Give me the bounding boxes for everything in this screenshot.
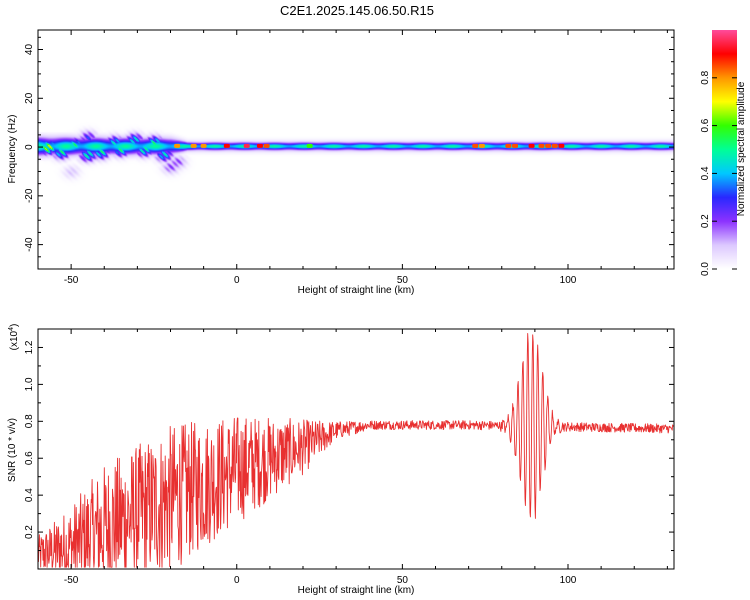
spectrogram-peak-16 [558,143,565,148]
colorbar-tick-label-2: 0.4 [700,166,711,180]
snr-plot-area [38,329,674,569]
spectrogram-peak-0 [174,143,181,148]
snr-ticks: -50 0 50 100 0.2 0.4 0.6 0.8 1.0 1.2 [24,329,674,586]
spectrogram-peak-7 [306,143,313,148]
spectrogram-x-tick-label-2: 50 [397,275,409,286]
spectrogram-peak-13 [538,143,545,148]
snr-frame [37,328,675,570]
spectrogram-peak-8 [472,143,479,148]
snr-y-axis-label: SNR (10 * v/v) [7,418,18,482]
spectrogram-y-tick-label-4: -40 [24,237,35,252]
spectrogram-x-tick-label-0: -50 [64,275,79,286]
snr-x-tick-label-0: -50 [64,575,79,586]
spectrogram-frame [37,29,675,270]
spectrogram-peak-1 [190,143,197,148]
colorbar-ticks: 0.0 0.2 0.4 0.6 0.8 [700,70,737,276]
spectrogram-y-tick-label-3: -20 [24,188,35,203]
spectrogram-peak-14 [545,143,552,148]
snr-y-tick-label-4: 1.0 [24,377,35,391]
spectrogram-x-tick-label-1: 0 [234,275,240,286]
spectrogram-x-tick-label-3: 100 [560,275,577,286]
spectrogram-panel: -50 0 50 100 40 20 0 -20 -40 Height of straight … [7,29,675,296]
snr-multiplier: (x104) [8,324,20,351]
spectrogram-raster [38,30,674,269]
spectrogram-y-tick-label-2: 0 [24,144,35,150]
colorbar-tick-label-3: 0.6 [700,118,711,132]
snr-y-tick-label-0: 0.2 [24,525,35,539]
spectrogram-peak-3 [223,143,230,148]
spectrogram-y-axis-label: Frequency (Hz) [7,115,18,184]
spectrogram-y-tick-label-0: 40 [24,44,35,56]
spectrogram-y-tick-label-1: 20 [24,92,35,104]
spectrogram-peak-9 [478,143,485,148]
snr-x-tick-label-1: 0 [234,575,240,586]
spectrogram-image [38,30,674,269]
snr-x-tick-label-2: 50 [397,575,409,586]
spectrogram-peak-10 [505,143,512,148]
snr-x-tick-label-3: 100 [560,575,577,586]
snr-multiplier-exponent: 4 [8,327,15,331]
spectrogram-peak-6 [263,143,270,148]
spectrogram-peak-15 [551,143,558,148]
spectrogram-peak-11 [512,143,518,148]
snr-x-axis-label: Height of straight line (km) [298,585,415,596]
snr-series [37,333,675,568]
colorbar-tick-label-0: 0.0 [700,262,711,276]
figure-title: C2E1.2025.145.06.50.R15 [280,3,434,18]
spectrogram-peak-2 [200,143,207,148]
snr-y-tick-label-5: 1.2 [24,340,35,354]
colorbar-tick-label-1: 0.2 [700,214,711,228]
snr-y-tick-label-2: 0.6 [24,451,35,465]
snr-y-tick-label-3: 0.8 [24,414,35,428]
snr-multiplier-close: ) [9,324,20,327]
spectrogram-peak-4 [243,143,250,148]
colorbar: 0.0 0.2 0.4 0.6 0.8 Normalized spectral ampl… [700,30,747,276]
colorbar-label: Normalized spectral amplitude [736,81,747,216]
colorbar-tick-label-4: 0.8 [700,70,711,84]
snr-line [37,333,675,568]
snr-multiplier-base: (x10 [9,330,20,350]
spectrogram-peak-12 [528,143,535,148]
snr-y-tick-label-1: 0.4 [24,488,35,502]
colorbar-gradient [712,30,737,269]
spectrogram-x-axis-label: Height of straight line (km) [298,285,415,296]
spectrogram-peak-5 [256,143,263,148]
snr-panel: -50 0 50 100 0.2 0.4 0.6 0.8 1.0 1.2 Height of st… [7,324,675,596]
